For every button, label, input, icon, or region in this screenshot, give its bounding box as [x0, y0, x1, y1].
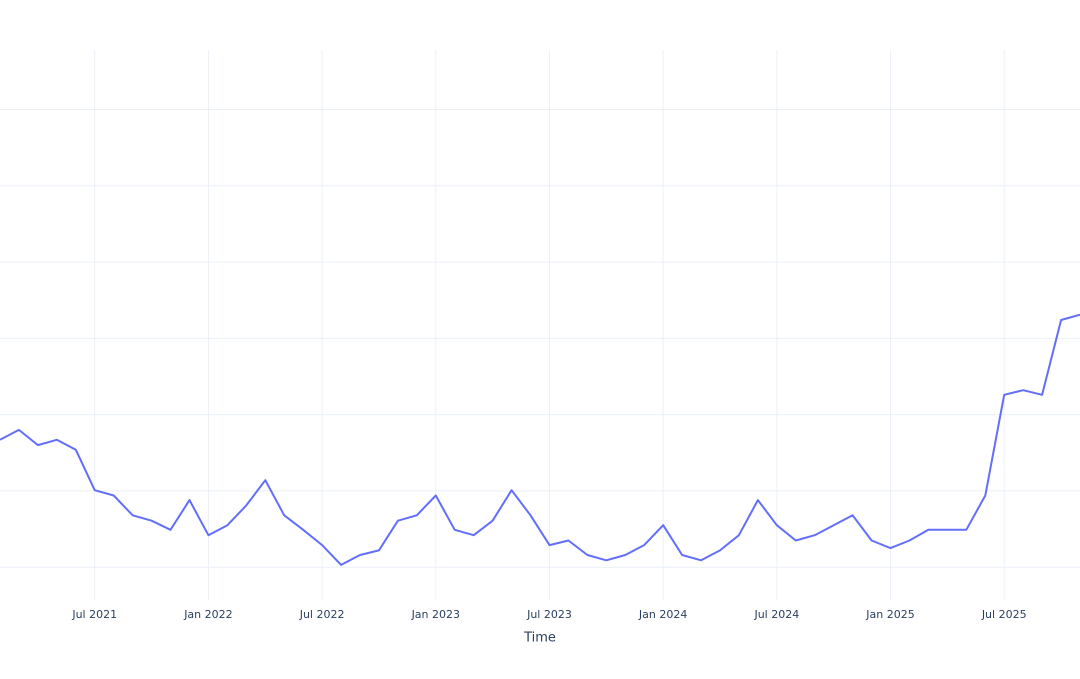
x-axis-label: Time [523, 631, 556, 646]
x-tick-label: Jan 2024 [638, 608, 687, 621]
data-line [0, 313, 1080, 566]
x-tick-label: Jan 2025 [865, 608, 914, 621]
plot-layer: Jul 2021 Jan 2022 Jul 2022 Jan 2023 Jul 2023… [0, 50, 1080, 621]
x-tick-label: Jan 2022 [183, 608, 232, 621]
x-tick-label: Jul 2021 [71, 608, 117, 621]
x-tick-label: Jul 2025 [981, 608, 1027, 621]
x-tick-label: Jul 2023 [526, 608, 572, 621]
x-tick-label: Jan 2023 [411, 608, 460, 621]
x-tick-label: Jul 2024 [753, 608, 799, 621]
x-tick-label: Jul 2022 [299, 608, 345, 621]
